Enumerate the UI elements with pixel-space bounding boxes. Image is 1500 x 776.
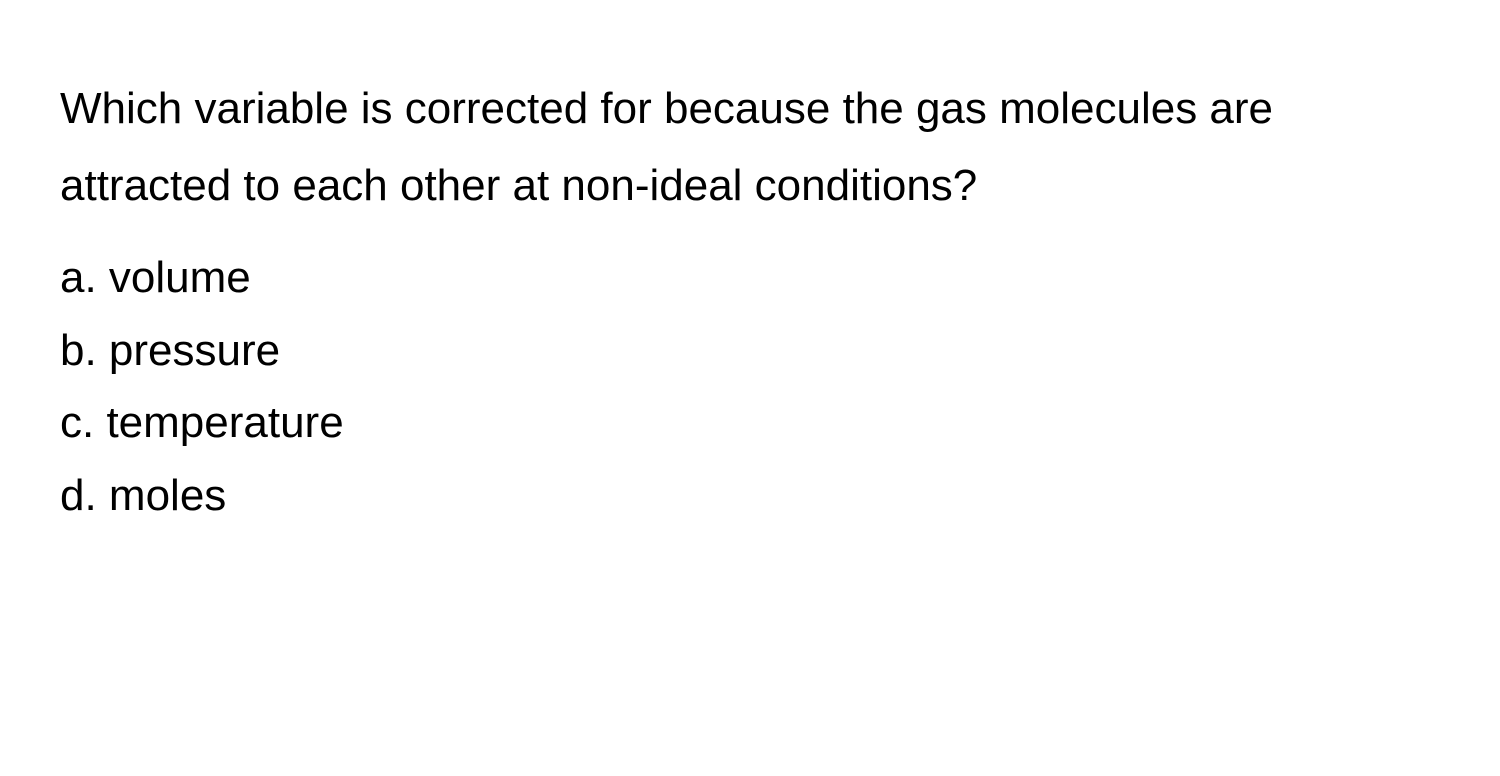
question-text: Which variable is corrected for because … — [60, 70, 1440, 224]
option-c: c. temperature — [60, 387, 1440, 460]
option-b: b. pressure — [60, 315, 1440, 388]
option-d: d. moles — [60, 460, 1440, 533]
option-a: a. volume — [60, 242, 1440, 315]
